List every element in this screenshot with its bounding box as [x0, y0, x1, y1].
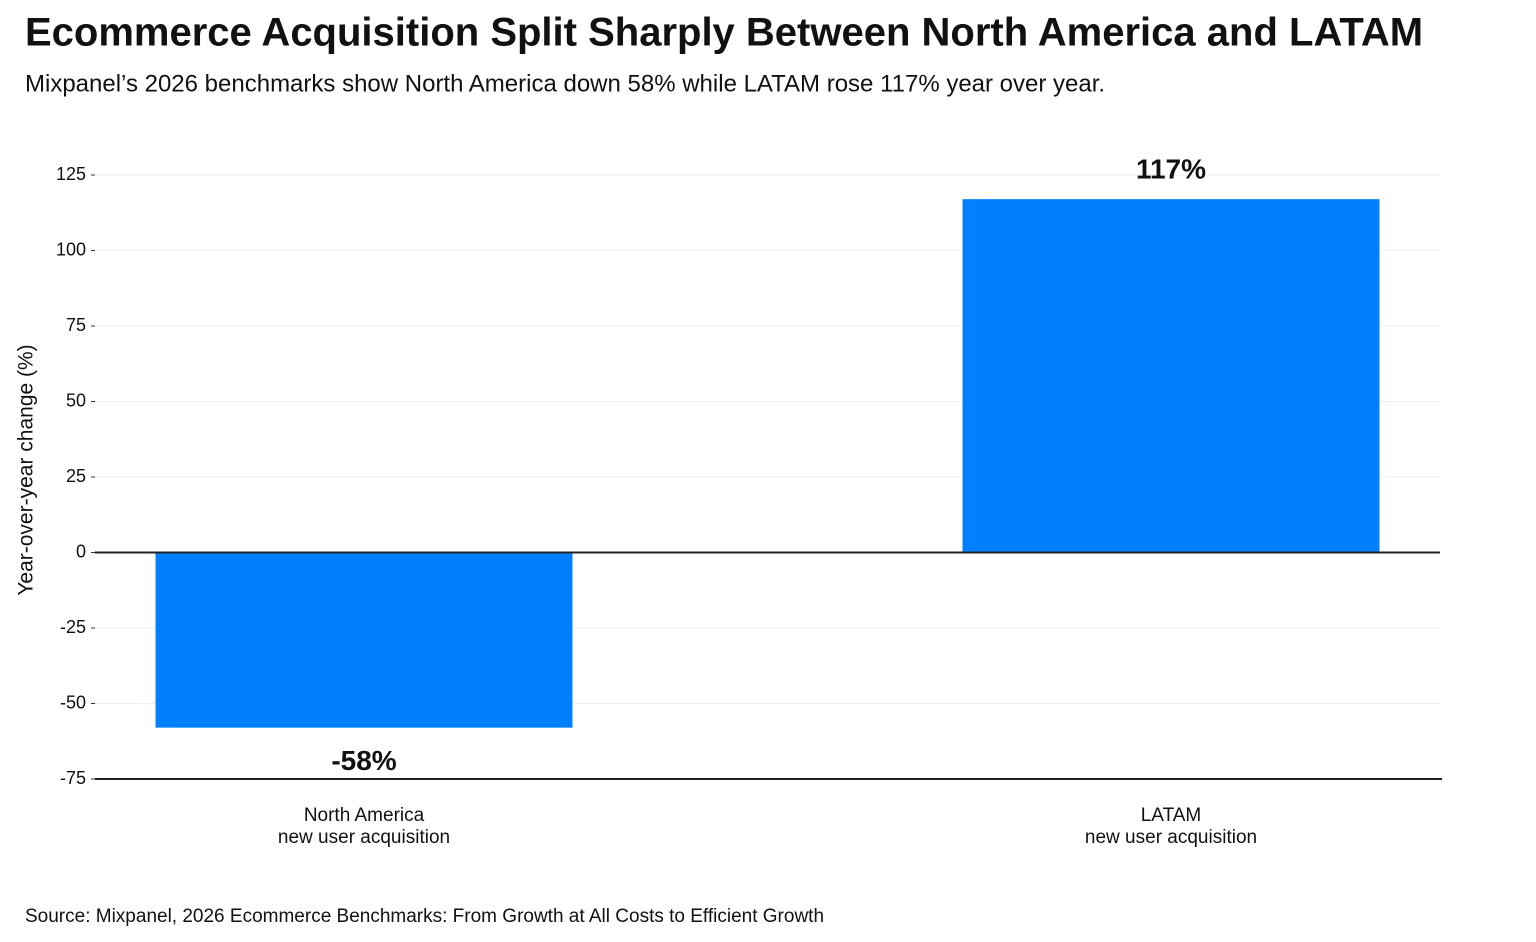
y-tick-label: 100 — [56, 239, 86, 259]
value-label: -58% — [331, 745, 396, 776]
y-tick-label: -50 — [60, 692, 86, 712]
value-label: 117% — [1136, 154, 1206, 185]
y-tick-label: 125 — [56, 164, 86, 184]
x-tick-label: North America new user acquisition — [277, 805, 451, 848]
y-tick-label: 75 — [66, 315, 86, 335]
x-tick-label: LATAM new user acquisition — [1084, 805, 1258, 848]
y-tick-label: 25 — [66, 466, 86, 486]
bar — [155, 552, 573, 728]
y-axis-label: Year-over-year change (%) — [15, 344, 38, 595]
y-tick-label: -25 — [60, 617, 86, 637]
y-tick-label: 0 — [76, 541, 86, 561]
chart-title: Ecommerce Acquisition Split Sharply Betw… — [25, 11, 1423, 55]
source-note: Source: Mixpanel, 2026 Ecommerce Benchma… — [25, 906, 824, 927]
bar — [962, 199, 1380, 553]
y-tick-label: 50 — [66, 390, 86, 410]
chart-subtitle: Mixpanel’s 2026 benchmarks show North Am… — [25, 70, 1105, 97]
y-tick-label: -75 — [60, 768, 86, 788]
